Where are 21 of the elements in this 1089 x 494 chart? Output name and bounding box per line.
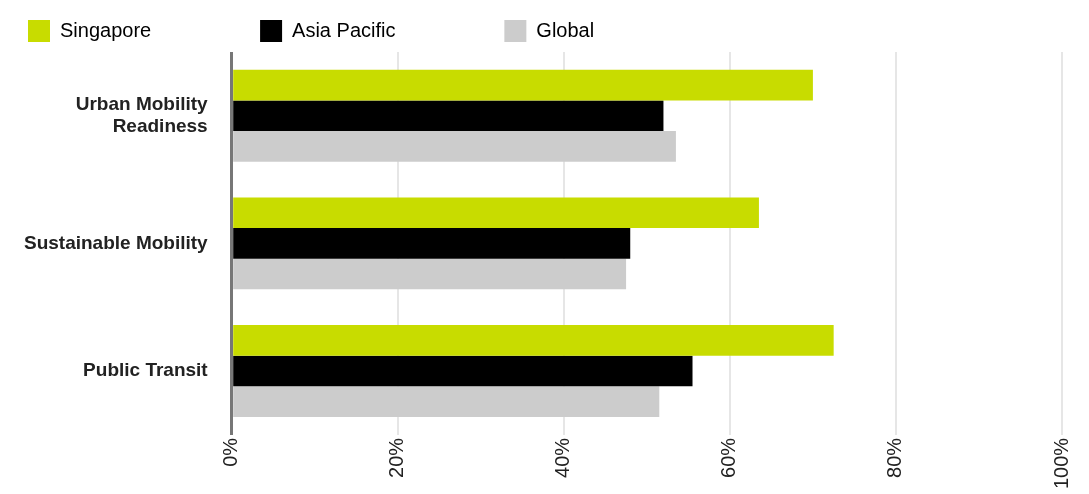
x-tick-label: 100%	[1049, 437, 1072, 489]
x-tick-label: 40%	[551, 437, 574, 478]
bar	[233, 325, 834, 356]
y-tick-label: Urban Mobility Readiness	[75, 92, 209, 137]
bar	[233, 131, 676, 162]
bar	[233, 355, 693, 387]
bar	[233, 258, 627, 290]
x-tick-label: 0%	[219, 437, 242, 467]
x-tick-label: 20%	[385, 437, 408, 478]
bar	[233, 386, 660, 417]
bar	[233, 197, 759, 229]
x-tick-label: 60%	[717, 437, 740, 478]
legend-label: Singapore	[60, 18, 241, 41]
legend-label: Asia Pacific	[292, 18, 485, 41]
y-tick-label: Sustainable Mobility	[23, 231, 209, 253]
bar	[233, 69, 813, 101]
bar	[233, 100, 664, 132]
x-tick-label: 80%	[883, 437, 906, 478]
legend-label: Global	[536, 18, 684, 41]
y-tick-label: Public Transit	[83, 359, 209, 381]
bar	[233, 228, 631, 259]
